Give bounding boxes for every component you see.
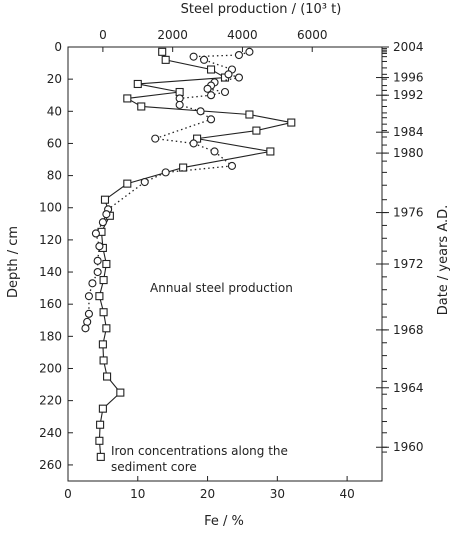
- steel-point: [175, 100, 184, 109]
- steel-point: [84, 309, 93, 318]
- iron-point: [98, 340, 107, 349]
- steel-point: [196, 107, 205, 116]
- iron-point: [287, 118, 296, 127]
- steel-point: [81, 324, 90, 333]
- annotation-steel: Annual steel production: [150, 281, 293, 295]
- y-right-axis-label: Date / years A.D.: [436, 205, 450, 316]
- x-bottom-tick-label: 40: [339, 487, 354, 501]
- steel-point: [206, 91, 216, 100]
- steel-point: [140, 177, 149, 187]
- series-line-0: [98, 51, 292, 457]
- iron-point: [133, 79, 142, 89]
- steel-point: [161, 168, 170, 177]
- iron-point: [123, 94, 132, 103]
- steel-point: [102, 210, 111, 219]
- steel-point: [91, 229, 100, 238]
- steel-point: [84, 292, 93, 301]
- y-right-tick-label: 1968: [393, 323, 424, 337]
- steel-point: [234, 50, 244, 60]
- x-top-tick-label: 2000: [157, 28, 188, 42]
- y-left-tick-label: 0: [54, 40, 62, 54]
- steel-point: [151, 134, 160, 143]
- y-left-tick-label: 180: [39, 329, 62, 343]
- y-left-tick-label: 120: [39, 233, 62, 247]
- steel-point: [189, 52, 198, 61]
- x-axis-label: Fe / %: [204, 514, 244, 529]
- y-left-tick-label: 80: [47, 169, 62, 183]
- iron-point: [252, 126, 261, 135]
- y-right-tick-label: 1984: [393, 125, 424, 139]
- iron-point: [96, 452, 105, 461]
- steel-point: [203, 84, 212, 93]
- x-top-tick-label: 0: [99, 28, 107, 42]
- steel-point: [93, 256, 102, 265]
- plot-frame: [67, 46, 383, 482]
- y-right-tick-label: 1976: [393, 206, 424, 220]
- iron-point: [103, 372, 112, 381]
- iron-point: [95, 436, 104, 445]
- iron-point: [99, 356, 108, 365]
- steel-point: [88, 279, 97, 288]
- x-top-tick-label: 4000: [227, 28, 258, 42]
- iron-point: [102, 324, 111, 333]
- iron-point: [100, 195, 110, 204]
- iron-point: [245, 110, 254, 119]
- y-right-tick-label: 1980: [393, 146, 424, 160]
- iron-point: [99, 308, 108, 317]
- y-right-tick-label: 2004: [393, 40, 424, 54]
- iron-point: [161, 55, 170, 64]
- x-bottom-tick-label: 30: [270, 487, 285, 501]
- iron-point: [158, 47, 167, 56]
- steel-point: [234, 73, 244, 82]
- y-left-tick-label: 220: [39, 394, 62, 408]
- y-left-axis-label: Depth / cm: [6, 226, 21, 298]
- steel-point: [227, 161, 237, 170]
- x-top-tick-label: 6000: [297, 28, 328, 42]
- iron-point: [95, 292, 104, 301]
- iron-point: [123, 179, 132, 188]
- steel-point: [220, 87, 230, 97]
- y-left-tick-label: 200: [39, 361, 62, 375]
- iron-point: [206, 65, 216, 74]
- y-left-tick-label: 20: [47, 72, 62, 86]
- y-left-tick-label: 100: [39, 201, 62, 215]
- steel-point: [95, 242, 104, 251]
- iron-point: [98, 404, 107, 413]
- y-right-tick-label: 1996: [393, 71, 424, 85]
- series-line-1: [84, 51, 250, 329]
- steel-point: [200, 55, 209, 64]
- iron-point: [116, 388, 125, 397]
- y-left-tick-label: 40: [47, 104, 62, 118]
- steel-point: [245, 47, 254, 56]
- y-right-tick-label: 1964: [393, 381, 424, 395]
- y-left-tick-label: 160: [39, 297, 62, 311]
- iron-point: [102, 259, 111, 269]
- x-bottom-tick-label: 0: [64, 487, 72, 501]
- annotation-iron-line1: Iron concentrations along the: [111, 444, 288, 458]
- steel-point: [93, 267, 102, 277]
- y-left-tick-label: 140: [39, 265, 62, 279]
- y-left-tick-label: 60: [47, 136, 62, 150]
- iron-point: [99, 276, 108, 285]
- steel-point: [189, 139, 198, 148]
- steel-point: [98, 218, 107, 227]
- iron-point: [96, 420, 105, 429]
- x-bottom-tick-label: 10: [130, 487, 145, 501]
- top-axis-label: Steel production / (10³ t): [181, 2, 342, 17]
- iron-point: [266, 147, 275, 156]
- steel-point: [224, 70, 233, 79]
- x-bottom-tick-label: 20: [200, 487, 215, 501]
- y-right-tick-label: 1972: [393, 257, 424, 271]
- annotation-iron-line2: sediment core: [111, 460, 197, 474]
- y-right-tick-label: 1992: [393, 88, 424, 102]
- y-left-tick-label: 260: [39, 458, 62, 472]
- steel-point: [210, 147, 219, 156]
- y-left-tick-label: 240: [39, 426, 62, 440]
- y-right-tick-label: 1960: [393, 440, 424, 454]
- iron-point: [137, 102, 146, 111]
- steel-point: [206, 115, 216, 124]
- iron-point: [179, 163, 188, 172]
